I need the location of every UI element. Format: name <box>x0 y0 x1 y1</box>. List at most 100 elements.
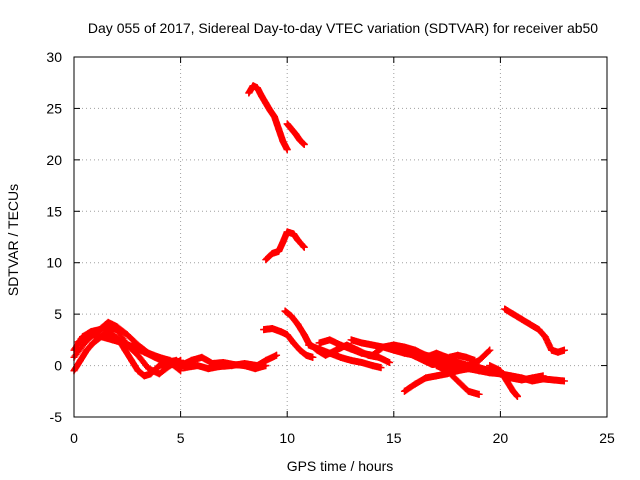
data-point <box>113 322 121 330</box>
data-point <box>172 356 180 364</box>
data-point <box>266 106 274 114</box>
marker-trace <box>262 228 308 264</box>
grid <box>74 57 607 417</box>
data-point <box>526 320 534 328</box>
data-point <box>162 358 170 366</box>
data-point <box>300 140 308 148</box>
data-point <box>539 372 547 380</box>
data-point <box>275 247 283 255</box>
data-point <box>394 343 402 351</box>
data-point <box>300 331 308 339</box>
data-point <box>204 365 212 373</box>
data-point <box>155 362 163 370</box>
data-point <box>445 353 453 361</box>
data-point <box>464 362 472 370</box>
data-point <box>119 339 127 347</box>
x-tick-label: 10 <box>279 430 295 446</box>
data-point <box>253 84 261 92</box>
data-point <box>358 339 366 347</box>
data-point <box>279 238 287 246</box>
series-arc-8 <box>283 120 308 148</box>
data-point <box>518 376 526 384</box>
data-point <box>560 377 568 385</box>
data-point <box>464 387 472 395</box>
series-arc-7 <box>245 82 291 154</box>
data-point <box>140 348 148 356</box>
y-tick-label: 10 <box>46 255 62 271</box>
data-point <box>358 358 366 366</box>
data-point <box>486 362 494 370</box>
data-point <box>305 341 313 349</box>
data-point <box>377 364 385 372</box>
data-point <box>89 339 97 347</box>
data-point <box>550 376 558 384</box>
data-point <box>228 362 236 370</box>
data-point <box>300 243 308 251</box>
data-point <box>151 353 159 361</box>
series-arc-10 <box>260 325 317 361</box>
data-point <box>83 346 91 354</box>
data-point <box>428 361 436 369</box>
data-point <box>513 392 521 400</box>
series-arc-18 <box>501 305 568 356</box>
y-tick-label: 0 <box>54 358 62 374</box>
data-point <box>134 351 142 359</box>
data-point <box>273 351 281 359</box>
data-point <box>375 353 383 361</box>
data-point <box>347 356 355 364</box>
data-point <box>509 387 517 395</box>
data-point <box>475 364 483 372</box>
data-point <box>535 326 543 334</box>
data-point <box>283 331 291 339</box>
data-point <box>177 362 185 370</box>
data-point <box>509 310 517 318</box>
y-tick-label: -5 <box>50 409 63 425</box>
data-point <box>123 331 131 339</box>
data-point <box>290 339 298 347</box>
y-tick-label: 30 <box>46 49 62 65</box>
y-tick-label: 25 <box>46 100 62 116</box>
data-point <box>98 333 106 341</box>
data-point <box>270 113 278 121</box>
data-point <box>503 377 511 385</box>
data-point <box>290 230 298 238</box>
data-point <box>337 353 344 361</box>
data-point <box>368 362 376 370</box>
data-point <box>454 367 462 375</box>
data-point <box>283 120 291 128</box>
x-tick-label: 5 <box>177 430 185 446</box>
data-point <box>411 380 419 388</box>
data-point <box>432 349 440 357</box>
data-point <box>268 249 276 257</box>
data-point <box>347 336 355 344</box>
x-axis-label: GPS time / hours <box>287 458 394 474</box>
data-point <box>268 325 276 333</box>
data-point <box>215 363 223 371</box>
y-tick-labels: -5 0 5 10 15 20 25 30 <box>46 49 62 425</box>
data-point <box>283 146 291 154</box>
data-point <box>134 367 142 375</box>
data-point <box>471 356 479 364</box>
data-point <box>241 360 249 368</box>
x-tick-label: 25 <box>599 430 615 446</box>
data-point <box>454 377 462 385</box>
data-point <box>411 352 419 360</box>
x-tick-label: 20 <box>493 430 509 446</box>
data-point <box>198 353 206 361</box>
data-point <box>309 353 317 361</box>
data-point <box>486 346 494 354</box>
data-point <box>194 362 202 370</box>
y-tick-label: 15 <box>46 203 62 219</box>
chart-title: Day 055 of 2017, Sidereal Day-to-day VTE… <box>88 20 598 36</box>
data-point <box>422 374 430 382</box>
data-point <box>437 360 445 368</box>
data-point <box>337 341 344 349</box>
data-point <box>74 338 82 346</box>
data-point <box>104 318 112 326</box>
x-tick-label: 15 <box>386 430 402 446</box>
data-point <box>279 137 287 145</box>
data-point <box>294 320 302 328</box>
data-point <box>287 125 295 133</box>
data-point <box>283 228 291 236</box>
